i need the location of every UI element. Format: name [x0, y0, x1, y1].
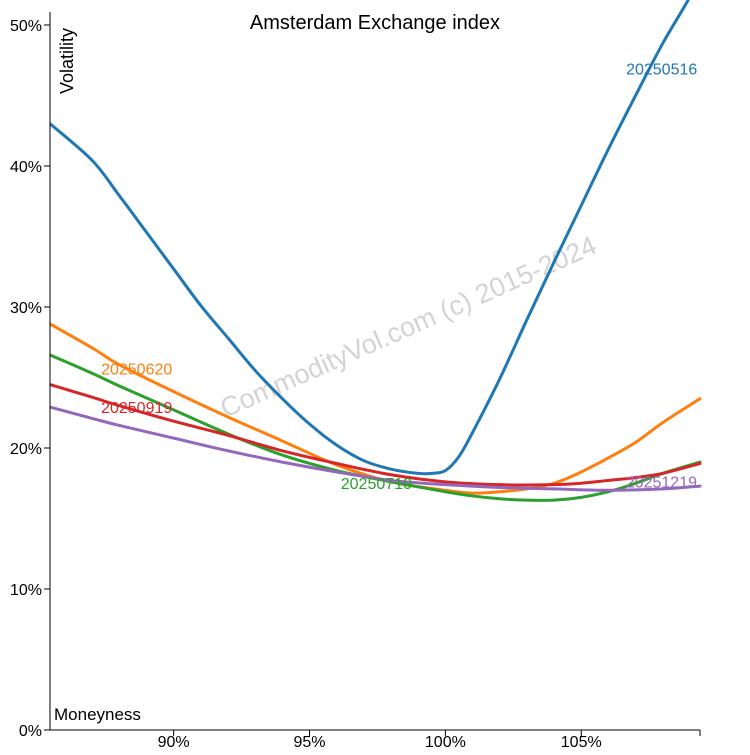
y-tick-label: 40% [10, 159, 42, 176]
series-label-20250516: 20250516 [626, 61, 697, 78]
y-tick-label: 50% [10, 18, 42, 35]
x-tick-label: 100% [425, 734, 466, 750]
y-tick-label: 20% [10, 441, 42, 458]
x-tick-label: 95% [293, 734, 325, 750]
x-tick-label: 105% [561, 734, 602, 750]
series-line-20250919 [50, 383, 702, 487]
series-label-20250620: 20250620 [101, 362, 172, 379]
x-tick-label: 90% [158, 734, 190, 750]
x-axis-label: Moneyness [54, 705, 141, 724]
series-layer [50, 0, 702, 502]
y-tick-label: 10% [10, 582, 42, 599]
series-label-20250919: 20250919 [101, 400, 172, 417]
series-line-20251219 [50, 405, 702, 492]
series-labels: 20250516 20250620 20250710 20250919 20251219 [101, 61, 697, 493]
axes: 0% 10% 20% 30% 40% 50% 90% 95% 100% 105% [10, 12, 701, 751]
series-line-20250516 [50, 0, 690, 476]
y-ticks: 0% 10% 20% 30% 40% 50% [10, 18, 50, 740]
x-ticks: 90% 95% 100% 105% [158, 730, 701, 751]
y-tick-label: 0% [19, 723, 42, 740]
series-line-20250620 [50, 322, 702, 495]
y-axis-label: Volatility [57, 28, 77, 94]
series-label-20250710: 20250710 [341, 476, 412, 493]
series-label-20251219: 20251219 [626, 474, 697, 491]
chart-title: Amsterdam Exchange index [250, 12, 500, 34]
watermark: CommodityVol.com (c) 2015-2024 [216, 230, 601, 423]
y-tick-label: 30% [10, 300, 42, 317]
